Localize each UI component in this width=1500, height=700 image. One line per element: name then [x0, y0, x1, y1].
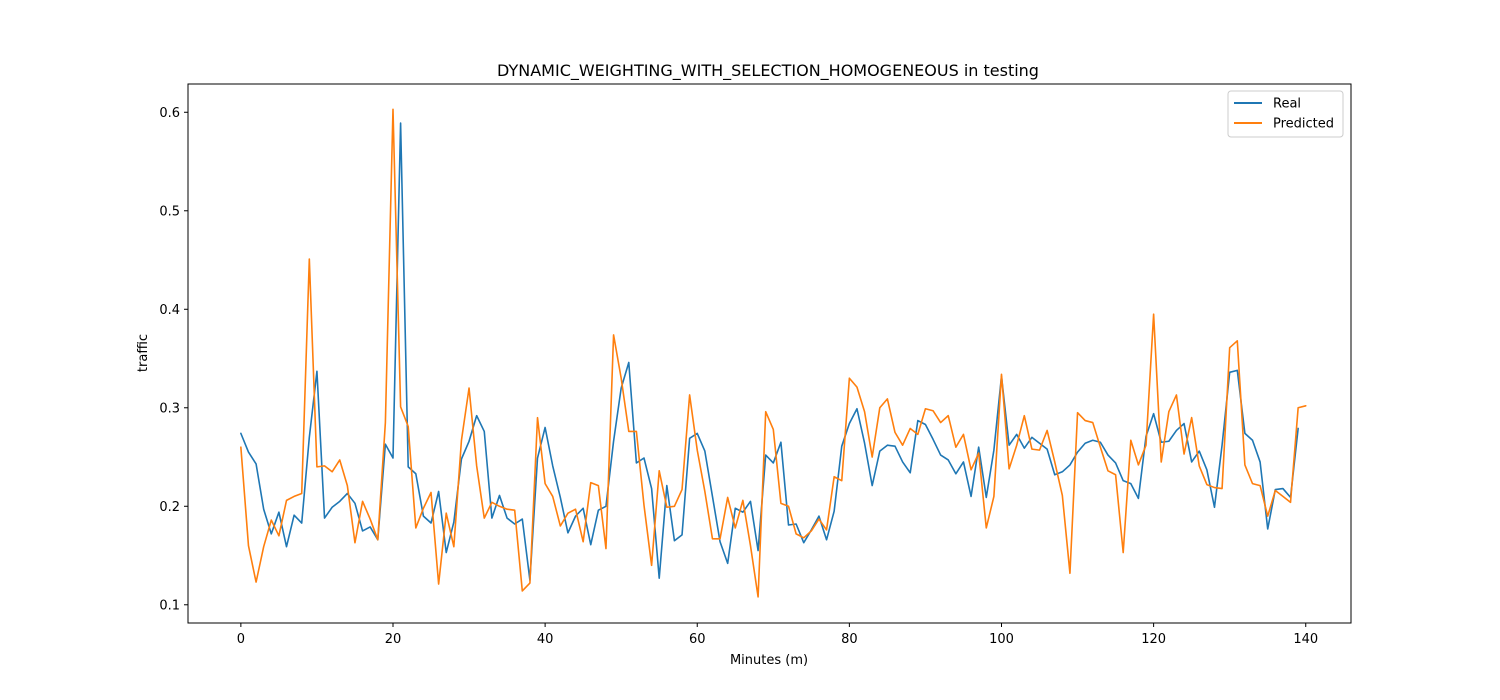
y-tick-label: 0.1 [159, 598, 180, 613]
x-tick-label: 80 [841, 632, 858, 647]
x-tick-label: 140 [1293, 632, 1318, 647]
y-tick-label: 0.3 [159, 401, 180, 416]
series-line-predicted [240, 108, 1307, 598]
y-tick-label: 0.6 [159, 106, 180, 121]
x-tick-label: 60 [689, 632, 706, 647]
x-tick-label: 120 [1141, 632, 1166, 647]
x-tick-label: 100 [989, 632, 1014, 647]
x-axis-label: Minutes (m) [730, 653, 808, 668]
series-line-real [240, 122, 1299, 581]
plot-area [240, 108, 1307, 598]
y-tick-label: 0.2 [159, 500, 180, 515]
chart-title: DYNAMIC_WEIGHTING_WITH_SELECTION_HOMOGEN… [497, 61, 1039, 81]
x-tick-label: 40 [537, 632, 554, 647]
plot-frame [187, 83, 1352, 624]
x-tick-label: 0 [237, 632, 245, 647]
legend-label-real: Real [1273, 97, 1301, 112]
y-tick-label: 0.4 [159, 303, 180, 318]
legend: Real Predicted [1227, 90, 1344, 138]
y-axis: 0.1 0.2 0.3 0.4 0.5 0.6 [159, 106, 188, 613]
y-tick-label: 0.5 [159, 204, 180, 219]
x-axis: 0 20 40 60 80 100 120 140 [237, 623, 1318, 647]
y-axis-label: traffic [136, 334, 151, 372]
legend-label-predicted: Predicted [1273, 117, 1334, 132]
x-tick-label: 20 [385, 632, 402, 647]
